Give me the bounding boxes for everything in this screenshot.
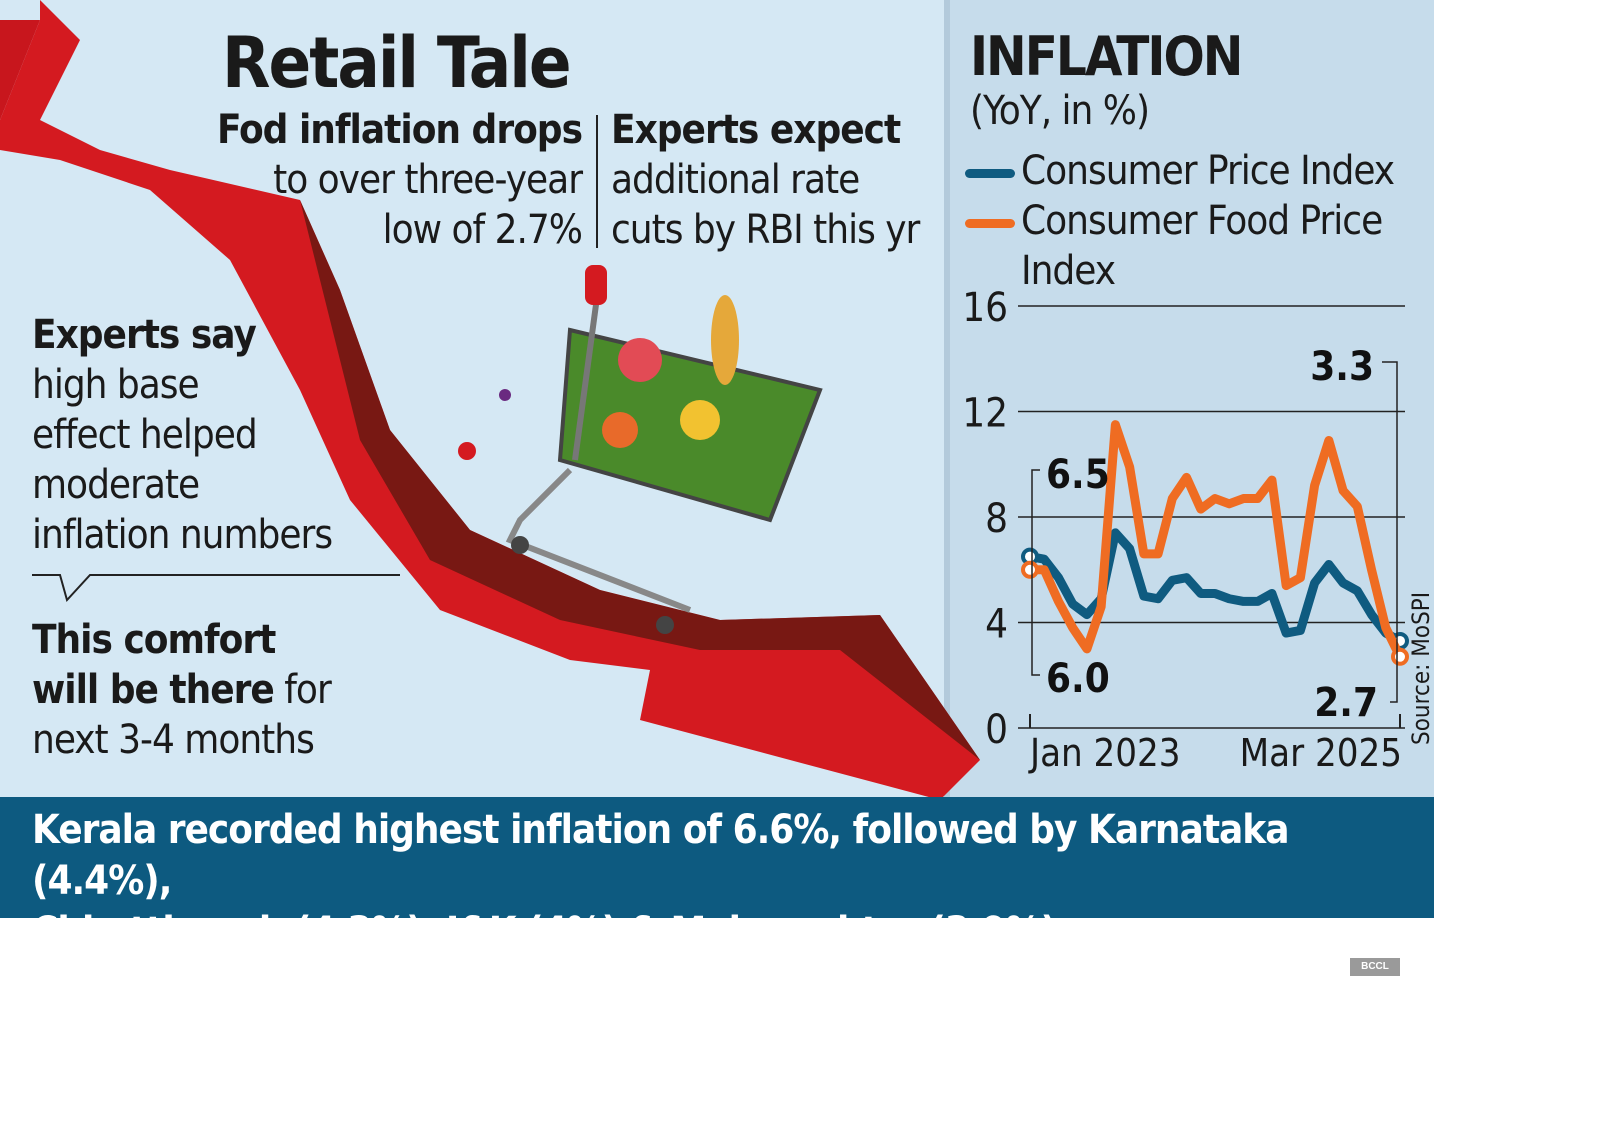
line-chart: 0 4 8 12 16 Jan 2023 Mar 2025 6.5 6.0 3.3 2.7 [962, 285, 1409, 775]
callout-text: to over three-year [273, 157, 583, 203]
chart-subtitle: (YoY, in %) [970, 88, 1150, 134]
speech-tail [32, 574, 400, 602]
data-point [1391, 647, 1409, 666]
y-tick-label: 16 [962, 285, 1008, 331]
callout-heading: Experts expect [611, 107, 901, 153]
shopping-cart-icon [458, 265, 823, 634]
chart-title: INFLATION [970, 25, 1243, 88]
rate-cut-callout: Experts expect additional rate cuts by R… [611, 105, 920, 255]
experts-heading: Experts say [32, 312, 257, 358]
callout-heading: Fod inflation drops [216, 107, 583, 153]
callout-text: additional rate [611, 157, 860, 203]
y-tick-label: 12 [962, 391, 1008, 437]
annotation-cpi-start: 6.5 [1046, 452, 1110, 498]
legend: Consumer Price Index Consumer Food Price… [965, 146, 1434, 296]
legend-swatch-cpi [965, 168, 1015, 178]
legend-label-cpi: Consumer Price Index [1021, 148, 1395, 194]
experts-text: inflation numbers [32, 512, 333, 558]
annotation-food-start: 6.0 [1046, 656, 1110, 702]
summary-line: Kerala recorded highest inflation of 6.6… [32, 807, 1290, 904]
annotation-food-end: 2.7 [1314, 680, 1378, 726]
legend-label-food: Consumer Food Price Index [1021, 198, 1383, 294]
data-point [1021, 560, 1039, 579]
experts-text: effect helped [32, 412, 258, 458]
comfort-heading: This comfort [32, 617, 276, 663]
bccl-badge: BCCL [1350, 958, 1400, 976]
comfort-block: This comfort will be there for next 3-4 … [32, 615, 332, 765]
comfort-text: next 3-4 months [32, 717, 315, 763]
page-title: Retail Tale [222, 22, 572, 104]
comfort-heading: will be there [32, 667, 275, 713]
experts-say-block: Experts say high base effect helped mode… [32, 310, 333, 560]
source-note: Source: MoSPI [1407, 591, 1434, 745]
annotation-bracket [1031, 469, 1040, 676]
annotation-cpi-end: 3.3 [1310, 344, 1374, 390]
chart-panel [944, 0, 1434, 797]
illustration [0, 0, 980, 800]
y-tick-label: 8 [985, 496, 1008, 542]
legend-swatch-food [965, 218, 1015, 228]
experts-text: moderate [32, 462, 200, 508]
food-inflation-callout: Fod inflation drops to over three-year l… [216, 105, 583, 255]
experts-text: high base [32, 362, 200, 408]
x-tick-label: Jan 2023 [1028, 731, 1181, 775]
callout-text: cuts by RBI this yr [611, 207, 920, 253]
callout-text: low of 2.7% [382, 207, 583, 253]
y-tick-label: 4 [985, 602, 1008, 648]
infographic: Retail Tale Fod inflation drops to over … [0, 0, 1434, 918]
falling-arrow-icon [0, 0, 980, 800]
annotation-bracket [1382, 361, 1398, 703]
summary-line: Chhattisgarh (4.3%), J&K (4%) & Maharash… [32, 909, 1057, 918]
series-line-cpi [1029, 528, 1403, 645]
y-tick-label: 0 [985, 707, 1008, 753]
x-tick-label: Mar 2025 [1240, 731, 1402, 775]
comfort-text: for [273, 667, 331, 713]
summary-bar: Kerala recorded highest inflation of 6.6… [0, 797, 1434, 918]
series-line-food [1030, 420, 1405, 659]
